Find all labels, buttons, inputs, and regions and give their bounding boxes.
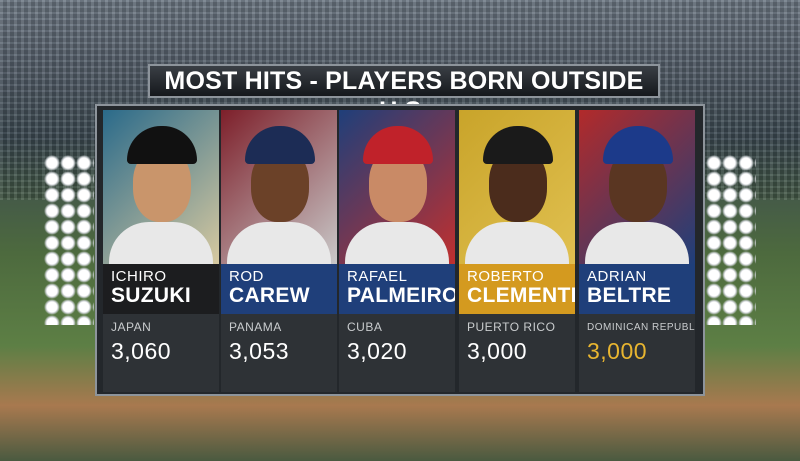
- hits: 3,060: [111, 338, 172, 364]
- country: JAPAN: [111, 320, 152, 334]
- last-name: SUZUKI: [111, 284, 191, 307]
- hits: 3,000: [467, 338, 528, 364]
- hits: 3,053: [229, 338, 290, 364]
- country: DOMINICAN REPUBLIC: [587, 322, 695, 333]
- light-tower: [44, 155, 94, 325]
- hits: 3,020: [347, 338, 408, 364]
- player-photo: [221, 110, 337, 272]
- first-name: ROD: [229, 268, 264, 285]
- cap: [127, 126, 197, 164]
- player-card: ROD CAREW PANAMA 3,053: [221, 110, 337, 392]
- jersey: [465, 222, 569, 272]
- player-photo: [459, 110, 575, 272]
- player-card: ICHIRO SUZUKI JAPAN 3,060: [103, 110, 219, 392]
- last-name: CAREW: [229, 284, 310, 307]
- jersey: [345, 222, 449, 272]
- cap: [603, 126, 673, 164]
- player-card: ADRIAN BELTRE DOMINICAN REPUBLIC 3,000: [579, 110, 695, 392]
- light-tower: [706, 155, 756, 325]
- name-box: ICHIRO SUZUKI: [103, 264, 219, 314]
- title: MOST HITS - PLAYERS BORN OUTSIDE U.S.: [148, 64, 660, 125]
- name-box: RAFAEL PALMEIRO: [339, 264, 455, 314]
- name-box: ROD CAREW: [221, 264, 337, 314]
- cap: [245, 126, 315, 164]
- player-photo: [579, 110, 695, 272]
- jersey: [227, 222, 331, 272]
- last-name: BELTRE: [587, 284, 672, 307]
- player-card: RAFAEL PALMEIRO CUBA 3,020: [339, 110, 455, 392]
- country: PUERTO RICO: [467, 320, 556, 334]
- jersey: [109, 222, 213, 272]
- first-name: ICHIRO: [111, 268, 167, 285]
- cap: [363, 126, 433, 164]
- player-card: ROBERTO CLEMENTE PUERTO RICO 3,000: [459, 110, 575, 392]
- country: PANAMA: [229, 320, 282, 334]
- first-name: RAFAEL: [347, 268, 408, 285]
- first-name: ROBERTO: [467, 268, 545, 285]
- player-panel: ICHIRO SUZUKI JAPAN 3,060 ROD CAREW PANAMA 3,05…: [95, 104, 705, 396]
- jersey: [585, 222, 689, 272]
- last-name: PALMEIRO: [347, 284, 455, 307]
- name-box: ROBERTO CLEMENTE: [459, 264, 575, 314]
- last-name: CLEMENTE: [467, 284, 575, 307]
- hits: 3,000: [587, 338, 648, 364]
- first-name: ADRIAN: [587, 268, 647, 285]
- name-box: ADRIAN BELTRE: [579, 264, 695, 314]
- player-photo: [103, 110, 219, 272]
- cap: [483, 126, 553, 164]
- country: CUBA: [347, 320, 383, 334]
- player-photo: [339, 110, 455, 272]
